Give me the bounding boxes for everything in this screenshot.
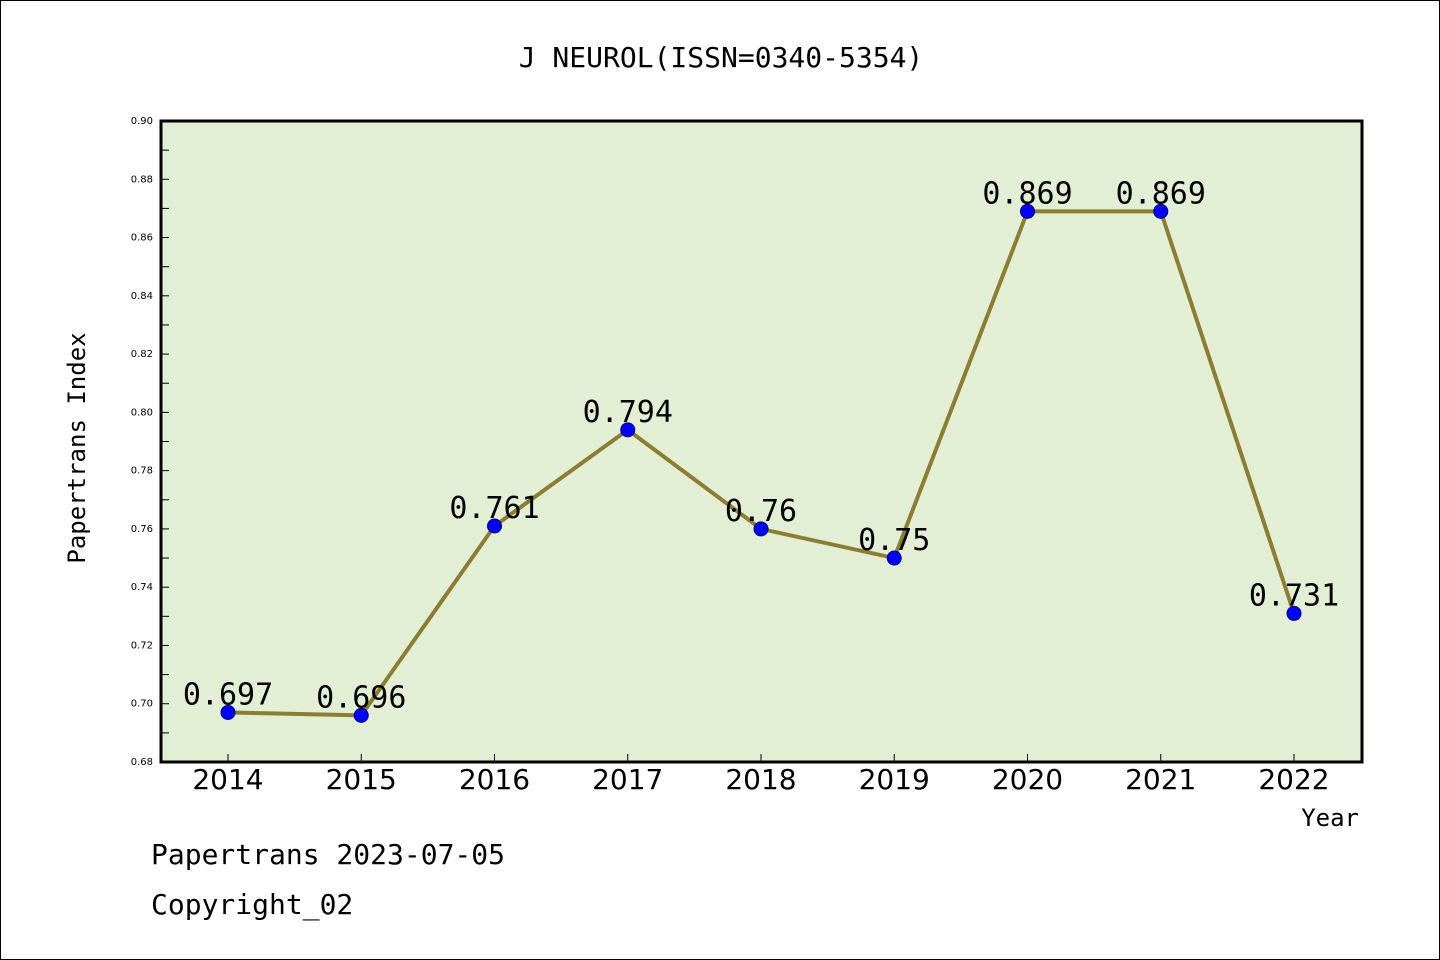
x-tick-label: 2015 <box>326 763 397 796</box>
x-tick-label: 2017 <box>592 763 663 796</box>
x-tick-label: 2022 <box>1258 763 1329 796</box>
y-tick-label: 0.72 <box>131 640 153 651</box>
x-tick-label: 2021 <box>1125 763 1196 796</box>
plot-area <box>161 121 1362 762</box>
data-point-marker <box>487 518 502 534</box>
y-tick-label: 0.86 <box>131 233 153 244</box>
chart-title: J NEUROL(ISSN=0340-5354) <box>519 41 924 74</box>
data-label: 0.697 <box>183 677 273 712</box>
y-tick-label: 0.80 <box>131 407 153 418</box>
y-tick-label: 0.70 <box>131 699 153 710</box>
y-axis-ticks: 0.68 0.70 0.72 0.74 0.76 0.78 0.80 0.82 0.84 0.86… <box>131 116 169 768</box>
data-point-marker <box>1020 203 1035 219</box>
data-point-marker <box>753 521 769 537</box>
data-point-marker <box>620 422 636 438</box>
data-label: 0.696 <box>316 680 406 715</box>
data-label: 0.869 <box>1116 176 1206 211</box>
y-tick-label: 0.90 <box>131 116 153 127</box>
y-tick-label: 0.84 <box>131 291 153 302</box>
y-tick-label: 0.82 <box>131 349 153 360</box>
y-tick-label: 0.78 <box>131 466 153 477</box>
y-axis-label: Papertrans Index <box>63 332 91 563</box>
plot-frame <box>159 119 1364 764</box>
x-tick-label: 2018 <box>725 763 796 796</box>
y-tick-label: 0.76 <box>131 524 153 535</box>
x-tick-label: 2020 <box>992 763 1063 796</box>
data-label: 0.76 <box>725 494 797 529</box>
footer-date: Papertrans 2023-07-05 <box>151 838 505 871</box>
data-label: 0.75 <box>858 523 930 558</box>
data-labels-layer: 0.697 0.696 0.761 0.794 0.76 0.75 0.869 0.869 0.… <box>183 176 1339 715</box>
data-label: 0.794 <box>583 395 673 430</box>
data-point-marker <box>1153 203 1169 219</box>
data-label: 0.731 <box>1249 578 1339 613</box>
y-tick-label: 0.74 <box>131 582 153 593</box>
data-label: 0.869 <box>982 176 1072 211</box>
data-point-marker <box>886 550 902 566</box>
x-tick-label: 2016 <box>459 763 530 796</box>
series-layer <box>220 203 1302 723</box>
y-tick-label: 0.68 <box>131 757 153 768</box>
y-tick-label: 0.88 <box>131 174 153 185</box>
x-tick-label: 2014 <box>192 763 263 796</box>
data-point-marker <box>1286 605 1302 621</box>
x-axis-ticks: 2014 2015 2016 2017 2018 2019 2020 2021 2022 <box>192 754 1330 796</box>
data-point-marker <box>220 704 236 720</box>
data-label: 0.761 <box>449 491 539 526</box>
x-axis-label: Year <box>1301 804 1359 832</box>
x-tick-label: 2019 <box>859 763 930 796</box>
footer-copyright: Copyright_02 <box>151 888 353 922</box>
data-point-marker <box>353 707 369 723</box>
